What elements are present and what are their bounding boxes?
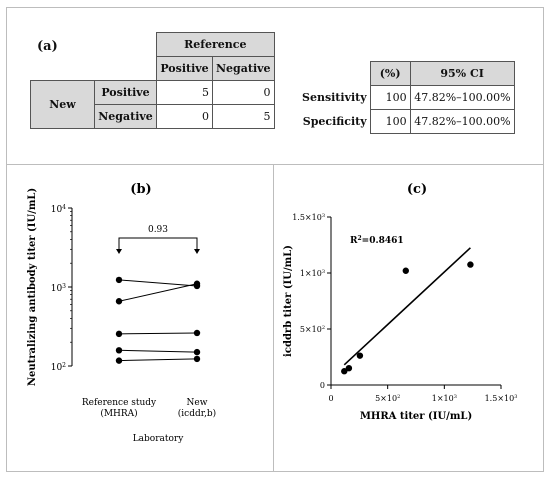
data-point-b xyxy=(115,347,123,354)
y-axis-label-c: icddrb titer (IU/mL) xyxy=(283,245,294,357)
y-tick-label-c: 5×102 xyxy=(300,325,325,334)
series-line-b xyxy=(118,283,198,302)
data-point-b xyxy=(115,357,123,364)
sensitivity-pct: 100 xyxy=(369,85,411,110)
cell-pos-neg: 0 xyxy=(212,80,275,105)
r-squared-annotation-c: R2=0.8461 xyxy=(350,235,404,247)
data-point-b xyxy=(193,355,201,363)
x-tick-label-c: 1×103 xyxy=(432,394,457,403)
y-tick-label-c: 1×103 xyxy=(300,269,325,278)
data-point-b xyxy=(115,330,123,338)
stats-table: (%) 95% CI Sensitivity 100 47.82%–100.00… xyxy=(299,61,515,134)
data-point-c xyxy=(402,267,409,274)
panel-a-label: (a) xyxy=(37,39,58,54)
chart-c: (c) 0 5×102 1×103 1.5×103 0 5×102 1×103 1.5×103 i… xyxy=(283,182,518,422)
x-tick-label-c: 0 xyxy=(328,394,333,403)
chart-b: (b) 102 103 104 Neutralizing antibody titer … xyxy=(27,182,216,444)
panel-c: (c) 0 5×102 1×103 1.5×103 0 5×102 1×103 1.5×103 i… xyxy=(273,164,544,472)
reference-header: Reference xyxy=(156,32,275,57)
panel-a: (a) Reference Positive Negative New Posi… xyxy=(6,7,544,165)
panel-b-label: (b) xyxy=(130,182,151,197)
sensitivity-ci: 47.82%–100.00% xyxy=(409,85,515,110)
specificity-ci: 47.82%–100.00% xyxy=(409,109,515,134)
p-value-annotation-b: 0.93 xyxy=(148,225,168,235)
data-point-c xyxy=(356,352,364,359)
series-line-b xyxy=(118,358,198,362)
x-axis-label-b: Laboratory xyxy=(133,434,185,444)
x-tick-label-c: 5×102 xyxy=(375,394,400,403)
row-positive: Positive xyxy=(94,80,157,105)
y-tick-label-b: 104 xyxy=(51,204,66,216)
contingency-table: Reference Positive Negative New Positive… xyxy=(30,32,275,129)
bracket-arrow-left-b xyxy=(116,249,122,254)
row-negative: Negative xyxy=(94,104,157,129)
row-group-new: New xyxy=(30,80,95,129)
regression-line-c xyxy=(343,247,471,366)
y-tick-label-c: 0 xyxy=(320,381,325,390)
series-line-b xyxy=(118,279,198,287)
y-tick-label-b: 103 xyxy=(51,283,66,295)
data-point-b xyxy=(193,329,201,337)
specificity-pct: 100 xyxy=(369,109,411,134)
col-negative: Negative xyxy=(212,56,275,81)
data-point-b xyxy=(115,276,123,284)
sensitivity-label: Sensitivity xyxy=(299,85,371,110)
stats-header-ci: 95% CI xyxy=(409,61,515,86)
data-point-b xyxy=(193,348,201,356)
cell-pos-pos: 5 xyxy=(156,80,213,105)
data-point-b xyxy=(115,298,123,305)
bracket-arrow-right-b xyxy=(194,249,200,254)
data-point-c xyxy=(467,261,474,268)
data-point-c xyxy=(345,365,353,372)
x-tick-label-b: Reference study (MHRA) xyxy=(82,398,157,419)
panel-c-label: (c) xyxy=(407,182,427,197)
x-axis-label-c: MHRA titer (IU/mL) xyxy=(360,411,472,422)
series-line-b xyxy=(118,332,198,335)
data-point-c xyxy=(341,368,348,375)
y-tick-label-c: 1.5×103 xyxy=(292,213,325,222)
significance-bracket-b xyxy=(118,237,198,252)
y-tick-label-b: 102 xyxy=(51,362,66,374)
panel-b: (b) 102 103 104 Neutralizing antibody titer … xyxy=(6,164,274,472)
y-axis-label-b: Neutralizing antibody titer (IU/mL) xyxy=(27,188,38,386)
x-tick-label-c: 1.5×103 xyxy=(485,394,518,403)
series-line-b xyxy=(118,349,198,353)
data-point-b xyxy=(193,280,201,287)
cell-neg-pos: 0 xyxy=(156,104,213,129)
x-tick-label-b: New (icddr,b) xyxy=(178,398,216,419)
cell-neg-neg: 5 xyxy=(212,104,275,129)
col-positive: Positive xyxy=(156,56,213,81)
stats-header-pct: (%) xyxy=(369,61,411,86)
specificity-label: Specificity xyxy=(299,109,371,134)
